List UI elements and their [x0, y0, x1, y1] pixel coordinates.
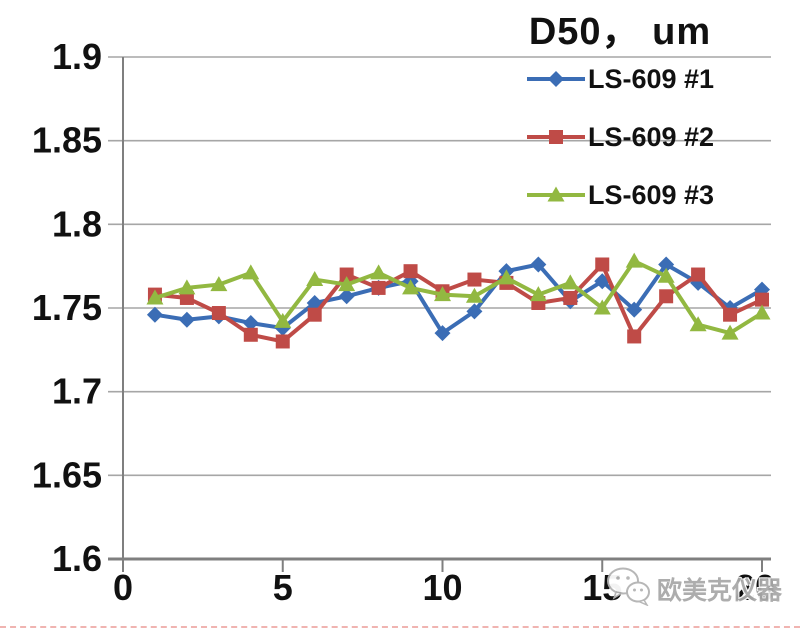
data-point-3 [178, 279, 196, 295]
data-point-3 [370, 264, 388, 280]
data-point-1 [434, 325, 451, 342]
legend-item-1: LS-609 #1 [527, 50, 714, 108]
legend-marker-triangle-icon [527, 186, 585, 202]
legend-item-3: LS-609 #3 [527, 166, 714, 224]
data-point-2 [467, 272, 482, 287]
chart-title: D50， um [528, 11, 712, 53]
data-point-2 [307, 307, 322, 322]
data-point-3 [210, 276, 228, 292]
data-point-2 [371, 280, 386, 295]
legend-label: LS-609 #2 [588, 121, 715, 152]
bottom-dashed-border [0, 626, 800, 628]
data-point-3 [625, 252, 643, 268]
y-tick-label: 1.7 [52, 371, 102, 412]
y-tick-label: 1.6 [52, 538, 102, 579]
data-point-3 [529, 286, 547, 302]
legend-label: LS-609 #3 [588, 179, 715, 210]
data-point-2 [595, 257, 610, 272]
data-point-1 [178, 311, 195, 328]
data-point-1 [626, 301, 643, 318]
data-point-2 [659, 289, 674, 304]
data-point-3 [497, 269, 515, 285]
data-point-2 [723, 307, 738, 322]
data-point-1 [530, 256, 547, 273]
watermark-text: 欧美克仪器 [657, 576, 783, 605]
data-point-2 [755, 292, 769, 307]
data-point-1 [658, 256, 675, 273]
data-point-1 [466, 303, 483, 320]
data-point-3 [593, 299, 611, 315]
data-point-3 [689, 316, 707, 332]
y-tick-label: 1.85 [32, 120, 102, 161]
y-tick-label: 1.8 [52, 203, 102, 244]
legend-label: LS-609 #1 [588, 63, 715, 94]
data-point-3 [721, 324, 739, 340]
data-point-3 [561, 274, 579, 290]
legend: LS-609 #1 LS-609 #2 LS-609 #3 [527, 50, 714, 224]
series-line-3 [152, 259, 764, 336]
data-point-2 [211, 306, 226, 321]
y-tick-label: 1.65 [32, 454, 102, 495]
data-point-2 [275, 334, 290, 349]
data-point-3 [242, 264, 260, 280]
y-tick-label: 1.9 [52, 36, 102, 77]
data-point-2 [339, 267, 354, 282]
legend-marker-diamond-icon [527, 71, 585, 87]
data-point-3 [753, 304, 771, 320]
watermark: 欧美克仪器 [606, 566, 782, 611]
data-point-2 [627, 329, 642, 344]
data-point-2 [243, 327, 258, 342]
legend-marker-square-icon [527, 130, 585, 144]
data-point-3 [465, 287, 483, 303]
legend-item-2: LS-609 #2 [527, 108, 714, 166]
x-tick-label: 20 [735, 567, 775, 608]
data-point-3 [402, 279, 420, 295]
y-tick-label: 1.75 [32, 287, 102, 328]
data-point-1 [242, 315, 259, 332]
data-point-2 [563, 290, 578, 305]
data-point-2 [403, 264, 418, 279]
data-point-1 [338, 288, 355, 305]
x-tick-label: 5 [273, 567, 293, 608]
data-point-3 [146, 289, 164, 305]
data-point-3 [274, 312, 292, 328]
data-point-3 [306, 271, 324, 287]
data-point-3 [657, 267, 675, 283]
data-point-3 [434, 286, 451, 302]
x-tick-label: 0 [113, 567, 133, 608]
data-point-2 [691, 267, 706, 282]
data-point-1 [146, 306, 163, 323]
wechat-logo-icon [606, 566, 652, 611]
x-tick-label: 10 [422, 567, 462, 608]
data-point-3 [338, 276, 356, 292]
data-point-2 [179, 290, 194, 305]
